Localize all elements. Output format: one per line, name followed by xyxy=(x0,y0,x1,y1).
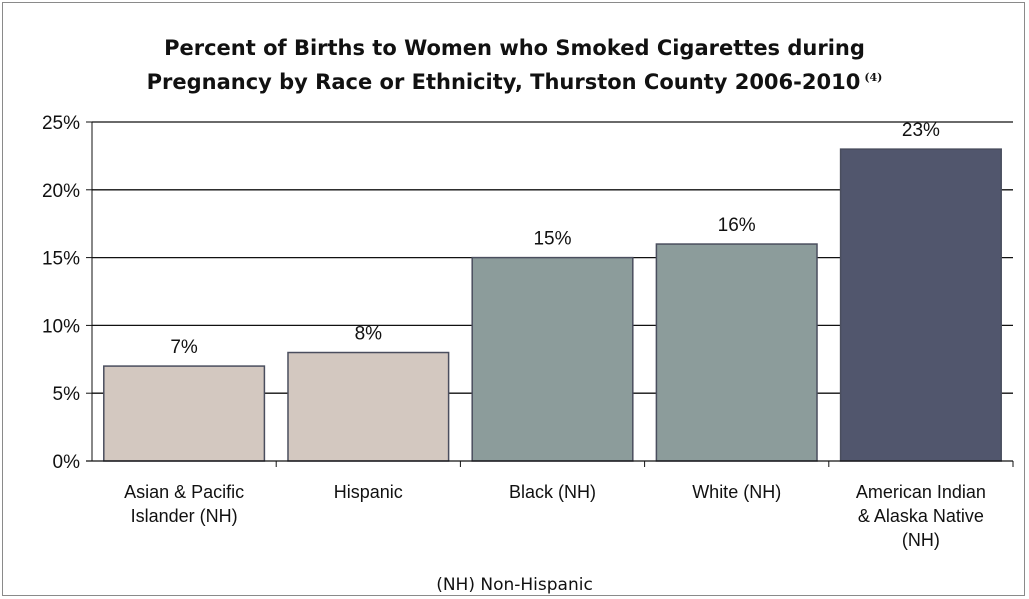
category-label: Asian & Pacific Islander (NH) xyxy=(124,482,244,526)
chart-title-line-1: Percent of Births to Women who Smoked Ci… xyxy=(164,36,865,60)
bar xyxy=(471,256,634,462)
data-label: 8% xyxy=(355,324,383,345)
category-label: Hispanic xyxy=(334,482,403,502)
category-label: Black (NH) xyxy=(509,482,596,502)
data-label: 15% xyxy=(533,229,571,250)
chart-title: Percent of Births to Women who Smoked Ci… xyxy=(3,33,1026,97)
y-tick-label: 15% xyxy=(42,249,80,270)
chart-footnote: (NH) Non-Hispanic xyxy=(436,575,593,595)
category-label: American Indian & Alaska Native (NH) xyxy=(856,482,986,550)
y-tick-label: 5% xyxy=(53,384,81,405)
chart-title-line-2: Pregnancy by Race or Ethnicity, Thurston… xyxy=(3,63,1026,97)
bar xyxy=(103,365,266,462)
data-label: 7% xyxy=(170,337,198,358)
chart-title-note: (4) xyxy=(864,71,883,84)
y-tick-label: 20% xyxy=(42,181,80,202)
category-label: White (NH) xyxy=(692,482,781,502)
y-tick-label: 0% xyxy=(53,452,81,473)
chart-title-line-2-text: Pregnancy by Race or Ethnicity, Thurston… xyxy=(146,70,861,94)
bar xyxy=(655,243,818,462)
data-label: 23% xyxy=(902,120,940,141)
bar-chart: 0% 5% 10% 15% 20% 25% 7% Asian & Pacific Islande… xyxy=(42,113,1014,550)
bar xyxy=(287,351,450,462)
y-tick-label: 25% xyxy=(42,113,80,134)
data-label: 16% xyxy=(718,215,756,236)
bar xyxy=(839,148,1002,462)
y-tick-label: 10% xyxy=(42,316,80,337)
